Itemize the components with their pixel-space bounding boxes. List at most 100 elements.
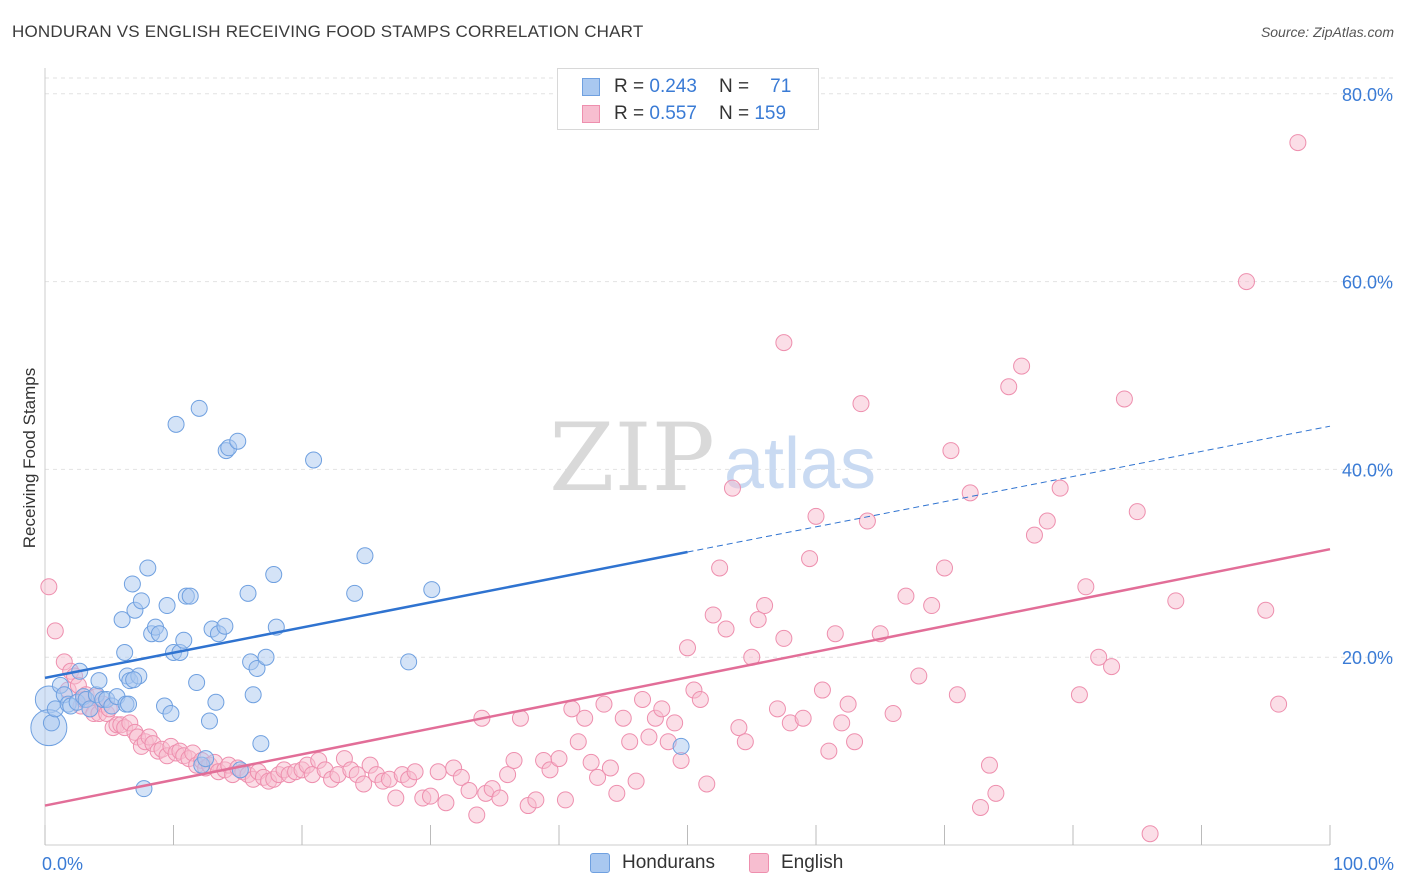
hondurans-point [244,686,262,704]
hondurans-point [216,617,234,635]
english-point [653,700,671,718]
english-point [897,587,915,605]
english-point [923,597,941,615]
english-point [627,772,645,790]
hondurans-points [30,399,690,798]
hondurans-point [346,584,364,602]
english-n-value: 159 [754,103,787,124]
hondurans-point [190,399,208,417]
source-credit: Source: ZipAtlas.com [1260,24,1394,40]
y-tick-label: 40.0% [1342,460,1393,480]
english-r-label: R = [614,103,645,124]
hondurans-point [181,587,199,605]
hondurans-point [175,631,193,649]
hondurans-point [113,611,131,629]
hondurans-point [305,451,323,469]
hondurans-point [120,695,138,713]
english-point [717,620,735,638]
axes [44,68,1331,846]
english-point [582,753,600,771]
stats-legend: R = 0.243 N = 71 R = 0.557 N = 159 [557,68,819,130]
english-point [858,512,876,530]
english-point [1051,479,1069,497]
english-point [634,690,652,708]
hondurans-point [197,750,215,768]
hondurans-trend-extension [687,425,1331,553]
english-point [807,507,825,525]
english-point [429,763,447,781]
hondurans-point [123,575,141,593]
english-point [1025,526,1043,544]
x-tick-label-min: 0.0% [42,854,83,874]
hondurans-legend-swatch [590,853,610,873]
watermark-atlas: atlas [724,424,876,504]
english-point [698,775,716,793]
english-point [1077,578,1095,596]
english-point [775,334,793,352]
english-point [1070,686,1088,704]
english-point [691,690,709,708]
hondurans-legend-label: Hondurans [622,852,715,873]
y-tick-label: 80.0% [1342,85,1393,105]
hondurans-point [139,559,157,577]
y-tick-label: 20.0% [1342,648,1393,668]
english-point [1128,503,1146,521]
watermark-zip: ZIP [549,404,715,513]
english-point [839,695,857,713]
english-point [910,667,928,685]
hondurans-point [423,581,441,599]
hondurans-point [135,780,153,798]
english-n-label: N = [718,103,750,124]
legend-item-english[interactable]: English [748,852,843,874]
english-point [422,787,439,805]
english-point [736,733,754,751]
english-point [730,719,748,737]
hondurans-point [207,693,225,711]
english-point [589,768,607,786]
axis-labels: 20.0% 40.0% 60.0% 80.0% 0.0% 100.0% Receiving … [20,85,1394,874]
english-point [1141,825,1159,843]
hondurans-point [356,547,374,565]
english-legend-swatch [748,853,769,873]
hondurans-point [400,653,418,671]
english-point [961,484,979,502]
english-point [460,782,478,800]
english-point [491,789,509,807]
english-point [1237,273,1255,291]
english-point [820,742,838,760]
english-point [499,766,517,784]
hondurans-point [248,659,266,677]
hondurans-point [42,714,60,732]
english-point [1257,601,1275,619]
english-point [1038,512,1056,530]
trend-lines [44,425,1331,807]
english-point [666,714,684,732]
english-point [1270,695,1288,713]
english-point [550,750,568,768]
hondurans-point [672,737,690,755]
hondurans-point [132,592,150,610]
english-point [1289,134,1307,152]
english-point [826,625,844,643]
hondurans-point [150,625,168,643]
english-point [621,733,639,751]
english-point [852,395,870,413]
english-point [704,606,722,624]
english-point [527,791,545,809]
english-point [980,756,998,774]
english-point [46,622,64,640]
english-point [595,695,613,713]
hondurans-n-value: 71 [770,76,792,97]
english-point [608,784,626,802]
english-point [40,578,58,596]
english-point [505,751,523,769]
legend-item-hondurans[interactable]: Hondurans [590,852,715,874]
english-point [355,775,373,793]
english-point [936,559,953,577]
hondurans-point [167,415,185,433]
english-trend-line [44,547,1331,807]
english-point [452,768,470,786]
series-legend: Hondurans English [590,852,877,874]
english-point [711,559,729,577]
